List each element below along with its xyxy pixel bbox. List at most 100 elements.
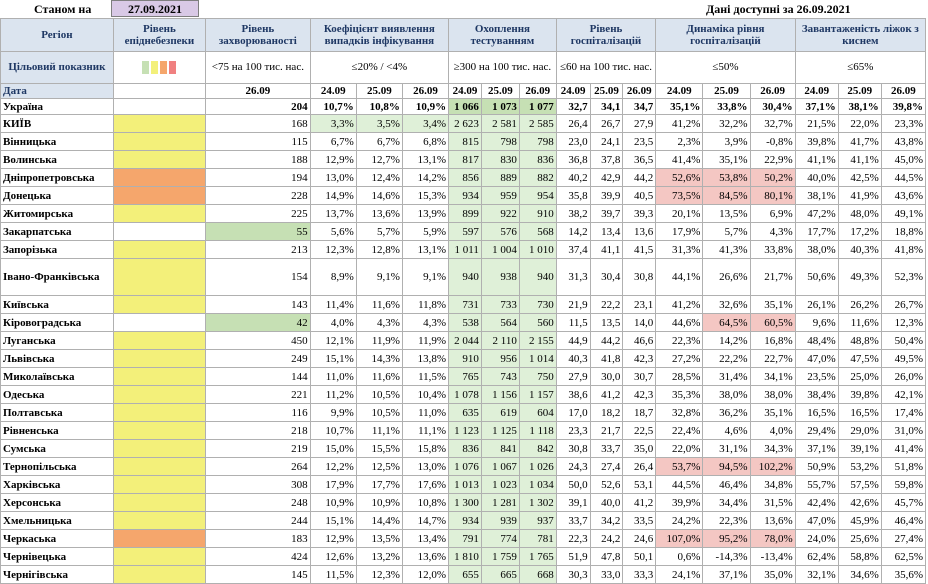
target-testing: ≥300 на 100 тис. нас. — [448, 51, 557, 84]
oxygen-value: 39,8% — [837, 385, 882, 404]
hosp-value: 36,8 — [555, 150, 591, 169]
hosp-dyn-value: 60,5% — [749, 313, 796, 332]
hosp-value: 39,9 — [589, 186, 624, 205]
date-cell: 24.09 — [555, 83, 591, 99]
hosp-value: 51,9 — [555, 547, 591, 566]
hosp-value: 47,8 — [589, 547, 624, 566]
detection-value: 15,1% — [309, 349, 357, 368]
oxygen-value: 37,1% — [794, 439, 839, 458]
hosp-dyn-value: 20,1% — [655, 204, 704, 223]
region-name: Херсонська — [0, 493, 114, 512]
detection-value: 11,0% — [309, 367, 357, 386]
risk-level-cell — [112, 222, 207, 241]
hosp-value: 41,8 — [589, 349, 624, 368]
table-row: Сумська 219 15,0% 15,5% 15,8% 836 841 842 30,8 33… — [0, 439, 927, 458]
oxygen-value: 47,0% — [794, 511, 839, 530]
morbidity-value: 228 — [205, 186, 311, 205]
risk-level-cell — [112, 150, 207, 169]
risk-swatch — [160, 60, 168, 74]
detection-value: 15,0% — [309, 439, 357, 458]
detection-value: 9,9% — [309, 403, 357, 422]
hosp-value: 38,2 — [555, 204, 591, 223]
testing-value: 899 — [448, 204, 482, 223]
risk-level-cell — [112, 457, 207, 476]
region-name: Сумська — [0, 439, 114, 458]
detection-value: 12,1% — [309, 331, 357, 350]
table-row: Полтавська 116 9,9% 10,5% 11,0% 635 619 604 17,0… — [0, 403, 927, 422]
detection-value: 10,5% — [355, 385, 403, 404]
hosp-value: 13,5 — [589, 313, 624, 332]
hosp-value: 27,9 — [555, 367, 591, 386]
detection-value: 6,7% — [355, 132, 403, 151]
morbidity-value: 264 — [205, 457, 311, 476]
oxygen-value: 16,5% — [794, 403, 839, 422]
testing-value: 1 765 — [518, 547, 557, 566]
oxygen-value: 55,7% — [794, 475, 839, 494]
morbidity-value: 221 — [205, 385, 311, 404]
testing-value: 1 004 — [480, 240, 520, 259]
hosp-value: 37,4 — [555, 240, 591, 259]
oxygen-value: 41,7% — [837, 132, 882, 151]
region-name: Тернопільська — [0, 457, 114, 476]
report-header: Станом на 27.09.2021 Дані доступні за 26… — [0, 0, 928, 18]
oxygen-value: 26,1% — [794, 295, 839, 314]
table-row: Івано-Франківська 154 8,9% 9,1% 9,1% 940 938 94… — [0, 258, 927, 296]
target-detection: ≤20% / <4% — [309, 51, 450, 84]
testing-value: 798 — [518, 132, 557, 151]
hosp-value: 26,4 — [622, 457, 657, 476]
detection-value: 13,0% — [401, 457, 450, 476]
hosp-dyn-value: 38,0% — [749, 385, 796, 404]
region-name: Закарпатська — [0, 222, 114, 241]
table-row: Миколаївська 144 11,0% 11,6% 11,5% 765 743 750 2… — [0, 367, 927, 386]
testing-value: 1 810 — [448, 547, 482, 566]
table-row: Київська 143 11,4% 11,6% 11,8% 731 733 730 21,9 2… — [0, 295, 927, 314]
oxygen-value: 51,8% — [880, 457, 927, 476]
oxygen-value: 18,8% — [880, 222, 927, 241]
date-cell: 26.09 — [880, 83, 927, 99]
hosp-value: 27,9 — [622, 114, 657, 133]
region-name: Луганська — [0, 331, 114, 350]
target-label: Цільовий показник — [0, 51, 114, 84]
morbidity-value: 244 — [205, 511, 311, 530]
hosp-dyn-value: 2,3% — [655, 132, 704, 151]
detection-value: 10,9% — [355, 493, 403, 512]
hosp-value: 24,2 — [589, 529, 624, 548]
date-cell: 25.09 — [480, 83, 520, 99]
oxygen-value: 21,5% — [794, 114, 839, 133]
testing-value: 1 076 — [448, 457, 482, 476]
table-row: Рівненська 218 10,7% 11,1% 11,1% 1 123 1 125 1 … — [0, 421, 927, 440]
hosp-dyn-value: 35,1% — [655, 98, 704, 115]
hosp-dyn-value: 28,5% — [655, 367, 704, 386]
detection-value: 17,6% — [401, 475, 450, 494]
hosp-dyn-value: 22,3% — [655, 331, 704, 350]
region-name: Миколаївська — [0, 367, 114, 386]
risk-level-cell — [112, 331, 207, 350]
oxygen-value: 27,4% — [880, 529, 927, 548]
detection-value: 13,5% — [355, 529, 403, 548]
testing-value: 564 — [480, 313, 520, 332]
as-of-date: 27.09.2021 — [111, 0, 199, 17]
date-cell: 24.09 — [655, 83, 704, 99]
testing-value: 1 011 — [448, 240, 482, 259]
oxygen-value: 9,6% — [794, 313, 839, 332]
morbidity-value: 183 — [205, 529, 311, 548]
risk-level-cell — [112, 403, 207, 422]
oxygen-value: 39,8% — [794, 132, 839, 151]
hosp-value: 23,3 — [555, 421, 591, 440]
hosp-dyn-value: 73,5% — [655, 186, 704, 205]
risk-level-cell — [112, 240, 207, 259]
region-name: Чернівецька — [0, 547, 114, 566]
testing-value: 836 — [448, 439, 482, 458]
hosp-dyn-value: 35,1% — [749, 403, 796, 422]
morbidity-value: 450 — [205, 331, 311, 350]
testing-value: 635 — [448, 403, 482, 422]
hosp-value: 22,2 — [589, 295, 624, 314]
hosp-dyn-value: 27,2% — [655, 349, 704, 368]
detection-value: 10,4% — [401, 385, 450, 404]
testing-value: 856 — [448, 168, 482, 187]
detection-value: 4,0% — [309, 313, 357, 332]
hosp-value: 23,5 — [622, 132, 657, 151]
hosp-dyn-value: 38,0% — [702, 385, 751, 404]
date-cell: 26.09 — [622, 83, 657, 99]
testing-value: 836 — [518, 150, 557, 169]
